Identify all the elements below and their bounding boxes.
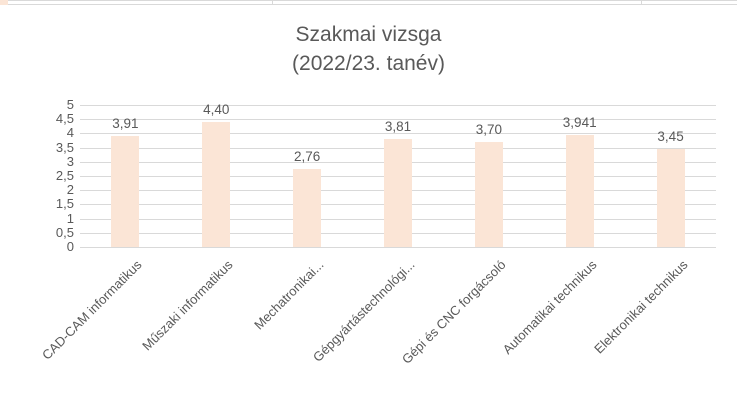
bar[interactable] xyxy=(384,138,412,247)
y-axis-tick-label[interactable]: 5 xyxy=(66,97,74,112)
chart-title-line2: (2022/23. tanév) xyxy=(292,52,445,75)
bar[interactable] xyxy=(202,122,231,247)
spreadsheet-column-tick xyxy=(272,0,273,5)
chart-title-line1: Szakmai vizsga xyxy=(295,23,442,46)
y-axis-tick-label[interactable]: 3 xyxy=(66,153,74,169)
y-axis-tick-label[interactable]: 4 xyxy=(66,125,74,141)
bar-value-label[interactable]: 2,76 xyxy=(294,148,321,164)
bar[interactable] xyxy=(474,141,503,247)
x-axis-category-label[interactable]: Elektronikai technikus xyxy=(590,257,691,357)
bar-value-label[interactable]: 3,81 xyxy=(384,118,412,134)
gridline xyxy=(80,105,716,106)
spreadsheet-column-tick xyxy=(641,0,642,5)
bar[interactable] xyxy=(565,135,594,247)
spreadsheet-gridline-top xyxy=(0,0,737,1)
y-axis-tick-label[interactable]: 4,5 xyxy=(55,111,74,127)
y-axis-tick-label[interactable]: 0,5 xyxy=(55,224,74,240)
y-axis-tick-label[interactable]: 2,5 xyxy=(55,168,74,183)
gridline xyxy=(80,247,716,248)
bar-value-label[interactable]: 3,70 xyxy=(475,121,502,137)
bar[interactable] xyxy=(111,135,140,247)
y-axis-tick-label[interactable]: 1,5 xyxy=(55,196,74,212)
bar-value-label[interactable]: 4,40 xyxy=(203,102,230,118)
bar[interactable] xyxy=(293,168,322,247)
y-axis-tick-label[interactable]: 1 xyxy=(66,210,74,226)
bar-value-label[interactable]: 3,941 xyxy=(562,115,597,131)
bar[interactable] xyxy=(656,149,685,247)
gridline xyxy=(80,119,716,121)
chart-top-border xyxy=(0,4,737,5)
bar-value-label[interactable]: 3,91 xyxy=(112,115,139,131)
y-axis-tick-label[interactable]: 2 xyxy=(66,182,74,198)
bar-value-label[interactable]: 3,45 xyxy=(657,129,684,145)
y-axis-tick-label[interactable]: 0 xyxy=(66,239,74,254)
gridline xyxy=(80,133,716,135)
y-axis-tick-label[interactable]: 3,5 xyxy=(55,139,74,155)
spreadsheet-cell-fragment xyxy=(0,0,8,5)
chart-title[interactable]: Szakmai vizsga (2022/23. tanév) xyxy=(0,20,737,78)
